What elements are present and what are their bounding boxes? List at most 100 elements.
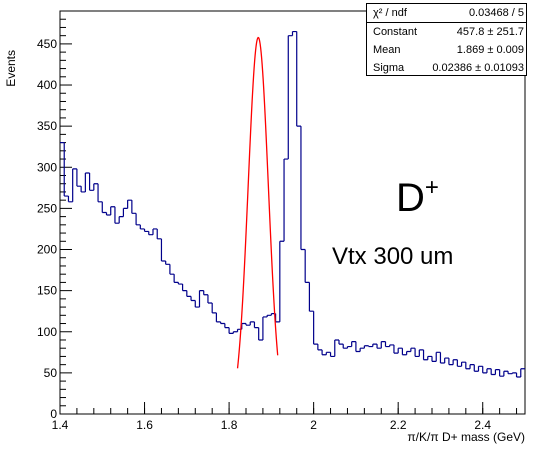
histogram-bin xyxy=(173,274,179,284)
x-tick-label: 1.4 xyxy=(52,418,69,432)
histogram-bin xyxy=(88,173,94,191)
stats-label: Constant xyxy=(373,26,418,38)
y-tick-label: 0 xyxy=(50,407,57,421)
histogram-bin xyxy=(300,126,306,251)
histogram-bin xyxy=(97,183,103,203)
histogram-bin xyxy=(283,158,289,242)
histogram-bin xyxy=(401,348,407,356)
histogram-bin xyxy=(169,264,175,275)
y-tick-label: 400 xyxy=(37,78,57,92)
histogram-bin xyxy=(194,300,200,308)
histogram-bin xyxy=(253,321,259,329)
stats-row-chi2: χ² / ndf 0.03468 / 5 xyxy=(367,4,526,23)
histogram-bin xyxy=(110,206,115,215)
histogram-bin xyxy=(427,355,432,360)
histogram-bin xyxy=(367,345,373,348)
histogram-bin xyxy=(503,370,509,377)
x-tick-label: 1.8 xyxy=(221,418,238,432)
histogram-bin xyxy=(444,357,449,364)
histogram-bin xyxy=(211,302,217,314)
histogram-bin xyxy=(397,347,403,354)
histogram-bin xyxy=(469,364,475,369)
histogram-bin xyxy=(499,369,504,377)
histogram-bin xyxy=(207,294,213,304)
histogram-bin xyxy=(80,186,86,193)
stats-row-constant: Constant 457.8 ± 251.7 xyxy=(367,23,526,41)
histogram-bin xyxy=(346,345,352,349)
histogram-bin xyxy=(279,240,285,322)
y-tick-label: 50 xyxy=(44,366,58,380)
x-tick-labels: 1.4 1.6 1.8 2 2.2 2.4 xyxy=(52,418,492,432)
histogram-bin xyxy=(72,168,77,202)
histogram-bin xyxy=(372,343,378,347)
stats-label: Sigma xyxy=(373,62,405,74)
histogram-bin xyxy=(439,352,445,364)
particle-label-superscript: + xyxy=(425,174,439,201)
histogram-bin xyxy=(431,356,437,362)
histogram-bin xyxy=(329,352,335,358)
histogram-bin xyxy=(198,290,204,308)
histogram-bin xyxy=(304,249,310,284)
histogram-bin xyxy=(262,316,268,340)
histogram-bin xyxy=(215,312,221,323)
histogram-bin xyxy=(249,321,255,326)
histogram-bin xyxy=(452,359,458,365)
histogram-bin xyxy=(520,368,525,377)
stats-value: 0.02386 ± 0.01093 xyxy=(432,62,524,74)
histogram-bin xyxy=(414,348,420,358)
stats-value: 1.869 ± 0.009 xyxy=(456,44,524,56)
histogram-bin xyxy=(160,238,166,262)
y-tick-label: 450 xyxy=(37,37,57,51)
histogram-bin xyxy=(410,347,416,352)
particle-label-base: D xyxy=(396,176,425,220)
histogram-bin xyxy=(131,200,137,214)
histogram-bin xyxy=(287,35,293,160)
histogram-bin xyxy=(84,172,90,192)
histogram-bin xyxy=(122,207,128,217)
x-tick-label: 2.2 xyxy=(390,418,407,432)
histogram-bin xyxy=(228,327,234,334)
histogram-bin xyxy=(127,199,132,209)
y-tick-label: 300 xyxy=(37,160,57,174)
histogram-bin xyxy=(291,30,297,36)
histogram-bin xyxy=(181,284,187,292)
stats-value: 457.8 ± 251.7 xyxy=(456,26,524,38)
histogram-bin xyxy=(482,366,487,374)
histogram-bin xyxy=(359,347,365,352)
histogram-bin xyxy=(67,196,73,203)
histogram-bin xyxy=(135,213,141,226)
histogram-bin xyxy=(93,183,99,191)
histogram-bin xyxy=(118,216,124,224)
histogram-bin xyxy=(448,358,454,366)
histogram-bin xyxy=(511,372,517,374)
histogram-bin xyxy=(342,344,348,349)
histogram-bin xyxy=(143,228,149,233)
histogram-bin xyxy=(456,359,462,367)
histogram-bin xyxy=(465,362,471,370)
y-tick-label: 350 xyxy=(37,119,57,133)
histogram-bin xyxy=(190,296,196,302)
y-tick-label: 250 xyxy=(37,201,57,215)
histogram-bin xyxy=(101,201,107,214)
histogram-bin xyxy=(186,290,192,297)
histogram-bin xyxy=(325,351,331,355)
histogram-bin xyxy=(63,142,69,197)
histogram-bin xyxy=(363,345,369,349)
histogram-bin xyxy=(266,314,272,317)
histogram-bin xyxy=(384,341,390,348)
histogram-bin xyxy=(232,331,238,334)
histogram-bin xyxy=(274,313,280,323)
histogram-bin xyxy=(224,323,230,329)
plot-frame xyxy=(59,10,526,415)
x-axis-title: π/K/π D+ mass (GeV) xyxy=(407,430,525,444)
fit-stats-box: χ² / ndf 0.03468 / 5 Constant 457.8 ± 25… xyxy=(366,3,527,76)
histogram-bin xyxy=(473,364,479,372)
histogram-bin xyxy=(507,371,513,375)
particle-label: D+ xyxy=(396,174,439,220)
y-tick-label: 200 xyxy=(37,243,57,257)
histogram-bin xyxy=(296,31,301,127)
histogram-bin xyxy=(152,228,158,235)
histogram-bin xyxy=(380,341,386,349)
y-axis-title: Events xyxy=(4,50,18,87)
